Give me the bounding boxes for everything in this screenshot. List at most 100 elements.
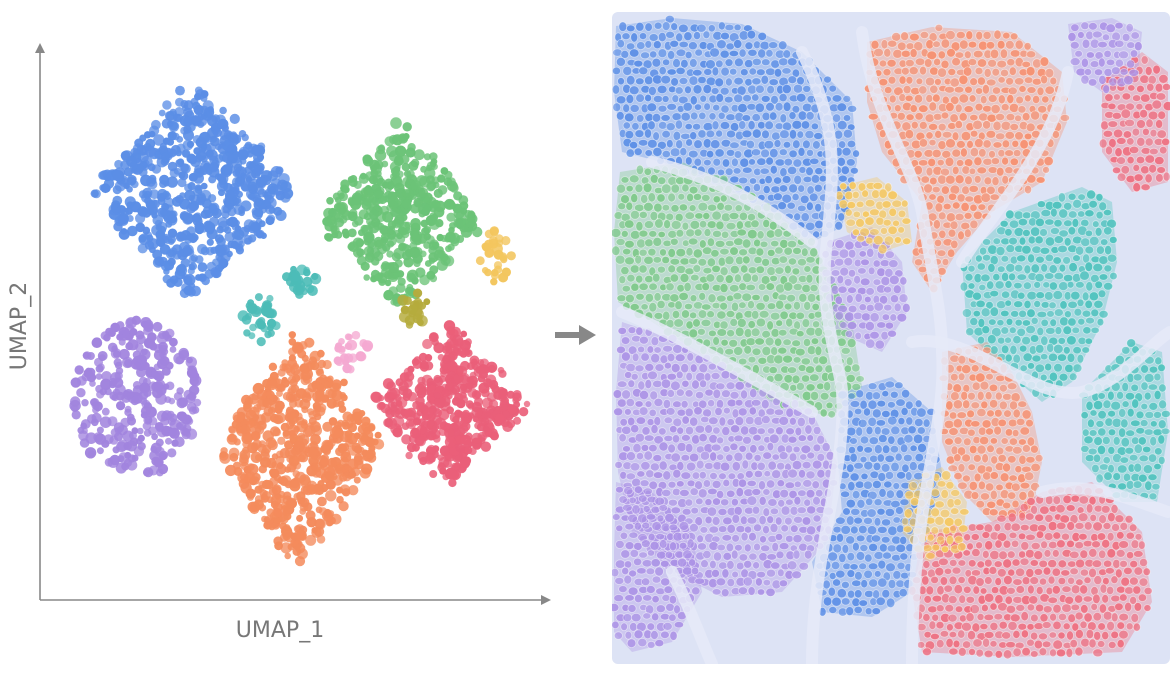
tissue-cell	[747, 228, 758, 240]
tissue-cell	[996, 319, 1005, 327]
umap-point	[388, 262, 399, 273]
tissue-cell	[1098, 273, 1109, 281]
tissue-cell	[774, 101, 784, 112]
tissue-cell	[1066, 352, 1076, 363]
umap-point	[428, 257, 436, 264]
tissue-cell	[663, 434, 674, 442]
tissue-cell	[801, 247, 809, 257]
umap-point	[138, 376, 148, 386]
tissue-cell	[959, 281, 969, 292]
tissue-cell	[849, 400, 861, 408]
umap-point	[243, 329, 251, 337]
umap-point	[404, 315, 416, 326]
tissue-cell	[1106, 253, 1118, 263]
umap-point	[96, 447, 104, 455]
tissue-cell	[955, 140, 966, 149]
umap-point	[428, 413, 436, 421]
tissue-cell	[934, 23, 944, 32]
umap-point	[226, 250, 233, 258]
umap-point	[94, 433, 107, 445]
tissue-cell	[777, 568, 785, 578]
tissue-cell	[1011, 499, 1020, 509]
tissue-cell	[1012, 408, 1021, 419]
tissue-cell	[1094, 280, 1104, 289]
tissue-cell	[761, 111, 771, 122]
tissue-cell	[977, 203, 987, 211]
tissue-cell	[968, 480, 978, 491]
tissue-cell	[722, 445, 731, 453]
tissue-cell	[637, 494, 648, 503]
tissue-cell	[730, 549, 739, 560]
tissue-cell	[672, 468, 682, 479]
tissue-cell	[799, 453, 808, 461]
tissue-cell	[758, 309, 770, 319]
umap-point	[141, 399, 151, 409]
tissue-cell	[668, 594, 678, 605]
tissue-cell	[683, 281, 692, 292]
tissue-cell	[845, 373, 856, 383]
tissue-cell	[1036, 310, 1048, 319]
tissue-cell	[759, 240, 769, 248]
tissue-cell	[1026, 86, 1037, 94]
tissue-cell	[982, 104, 993, 113]
tissue-cell	[792, 534, 803, 544]
tissue-cell	[747, 48, 758, 57]
tissue-cell	[650, 630, 659, 640]
tissue-cell	[747, 586, 756, 596]
umap-point	[277, 436, 286, 445]
tissue-cell	[774, 246, 784, 255]
umap-point	[434, 417, 447, 430]
tissue-cell	[958, 93, 970, 104]
umap-point	[345, 438, 354, 448]
tissue-cell	[806, 451, 816, 460]
umap-point	[482, 243, 490, 252]
tissue-cell	[778, 451, 789, 461]
tissue-cell	[1053, 235, 1064, 245]
tissue-cell	[746, 495, 758, 506]
tissue-cell	[664, 550, 674, 559]
tissue-cell	[648, 302, 658, 313]
tissue-cell	[813, 132, 824, 140]
tissue-cell	[620, 176, 630, 184]
tissue-cell	[644, 362, 655, 372]
tissue-cell	[656, 550, 667, 560]
umap-point	[326, 375, 334, 383]
umap-point	[252, 196, 260, 203]
tissue-cell	[638, 32, 648, 41]
tissue-cell	[644, 149, 653, 157]
tissue-cell	[991, 176, 1000, 187]
tissue-cell	[676, 441, 687, 452]
tissue-cell	[724, 274, 734, 284]
tissue-cell	[630, 193, 639, 204]
tissue-cell	[726, 329, 735, 338]
umap-point	[326, 197, 334, 205]
tissue-cell	[719, 266, 729, 277]
tissue-cell	[655, 604, 666, 614]
tissue-cell	[670, 506, 682, 515]
umap-point	[384, 279, 392, 287]
umap-point	[247, 493, 254, 501]
tissue-cell	[703, 158, 712, 167]
tissue-cell	[689, 487, 699, 497]
tissue-cell	[1010, 310, 1020, 318]
umap-point	[347, 228, 357, 238]
umap-point	[175, 231, 186, 242]
umap-point	[429, 274, 438, 283]
tissue-cell	[689, 416, 699, 427]
tissue-cell	[1025, 419, 1034, 428]
tissue-cell	[615, 57, 626, 67]
tissue-cell	[1026, 362, 1035, 370]
tissue-cell	[684, 50, 693, 60]
tissue-cell	[715, 220, 725, 231]
tissue-cell	[1027, 253, 1036, 264]
tissue-cell	[1054, 326, 1063, 336]
umap-point	[448, 478, 457, 488]
tissue-cell	[625, 148, 635, 158]
umap-point	[353, 476, 361, 484]
tissue-cell	[1098, 201, 1108, 212]
tissue-cell	[814, 345, 823, 357]
tissue-cell	[747, 120, 756, 131]
umap-point	[295, 388, 307, 399]
tissue-cell	[646, 102, 658, 113]
tissue-cell	[936, 194, 945, 204]
